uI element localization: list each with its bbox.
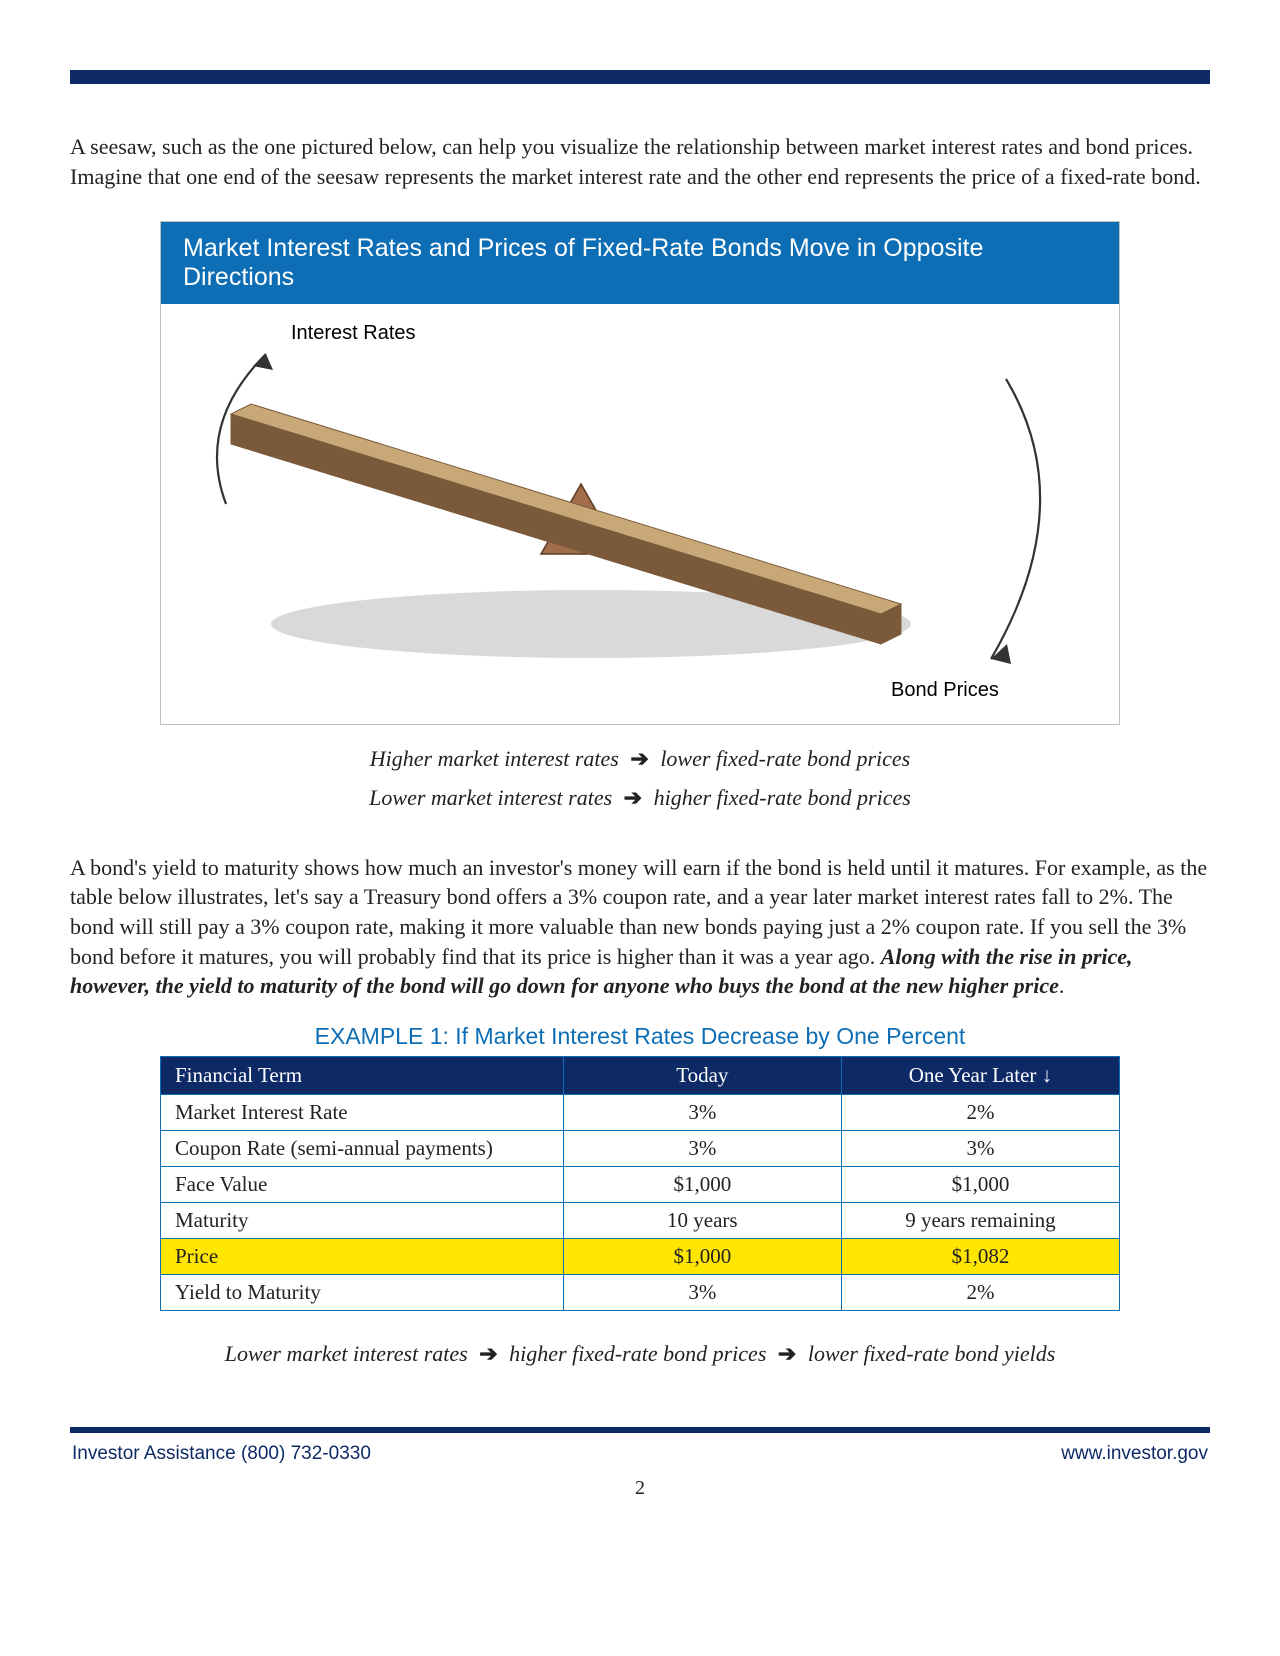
- caption-row-1: Higher market interest rates ➔ lower fix…: [70, 745, 1210, 774]
- table-header-cell: One Year Later ↓: [841, 1057, 1119, 1095]
- footer-right-link[interactable]: www.investor.gov: [1061, 1443, 1208, 1465]
- table-cell: $1,000: [841, 1167, 1119, 1203]
- table-cell: Maturity: [161, 1203, 564, 1239]
- label-bond-prices: Bond Prices: [891, 679, 999, 702]
- footer-bar: Investor Assistance (800) 732-0330 www.i…: [70, 1443, 1210, 1473]
- arrow-icon: ➔: [772, 1341, 802, 1366]
- footer-left-text: Investor Assistance (800) 732-0330: [72, 1443, 371, 1465]
- table-cell: 3%: [841, 1131, 1119, 1167]
- table-row: Yield to Maturity3%2%: [161, 1275, 1120, 1311]
- table-cell: 3%: [563, 1095, 841, 1131]
- table-cell: 10 years: [563, 1203, 841, 1239]
- table-cell: Yield to Maturity: [161, 1275, 564, 1311]
- table-cell: Face Value: [161, 1167, 564, 1203]
- page-number: 2: [70, 1477, 1210, 1500]
- table-row: Market Interest Rate3%2%: [161, 1095, 1120, 1131]
- caption-2-left: Lower market interest rates: [369, 785, 612, 810]
- diagram-captions: Higher market interest rates ➔ lower fix…: [70, 745, 1210, 812]
- table-cell: 2%: [841, 1095, 1119, 1131]
- table-row: Coupon Rate (semi-annual payments)3%3%: [161, 1131, 1120, 1167]
- table-cell: $1,082: [841, 1239, 1119, 1275]
- table-header-cell: Today: [563, 1057, 841, 1095]
- table-body: Market Interest Rate3%2%Coupon Rate (sem…: [161, 1095, 1120, 1311]
- footer-divider: [70, 1427, 1210, 1433]
- label-interest-rates: Interest Rates: [291, 322, 416, 345]
- diagram-title-bar: Market Interest Rates and Prices of Fixe…: [161, 222, 1119, 304]
- seesaw-svg: [161, 304, 1119, 724]
- table-cell: 2%: [841, 1275, 1119, 1311]
- page-container: A seesaw, such as the one pictured below…: [0, 0, 1280, 1530]
- seesaw-diagram: Market Interest Rates and Prices of Fixe…: [160, 221, 1120, 725]
- table-caption: Lower market interest rates ➔ higher fix…: [70, 1341, 1210, 1367]
- example-table: Financial TermTodayOne Year Later ↓ Mark…: [160, 1056, 1120, 1311]
- table-cell: 9 years remaining: [841, 1203, 1119, 1239]
- table-cell: $1,000: [563, 1167, 841, 1203]
- caption-1-right: lower fixed-rate bond prices: [660, 746, 910, 771]
- table-cell: Price: [161, 1239, 564, 1275]
- tcap-p1: Lower market interest rates: [225, 1341, 468, 1366]
- example-title: EXAMPLE 1: If Market Interest Rates Decr…: [70, 1023, 1210, 1050]
- top-divider: [70, 70, 1210, 84]
- table-cell: 3%: [563, 1275, 841, 1311]
- arrow-icon: ➔: [473, 1341, 503, 1366]
- table-cell: Coupon Rate (semi-annual payments): [161, 1131, 564, 1167]
- tcap-p2: higher fixed-rate bond prices: [509, 1341, 766, 1366]
- yield-paragraph: A bond's yield to maturity shows how muc…: [70, 853, 1210, 1001]
- table-cell: Market Interest Rate: [161, 1095, 564, 1131]
- caption-row-2: Lower market interest rates ➔ higher fix…: [70, 784, 1210, 813]
- arrow-icon: ➔: [618, 785, 648, 810]
- table-row: Maturity10 years9 years remaining: [161, 1203, 1120, 1239]
- intro-paragraph: A seesaw, such as the one pictured below…: [70, 132, 1210, 191]
- arrow-icon: ➔: [624, 746, 654, 771]
- caption-2-right: higher fixed-rate bond prices: [654, 785, 911, 810]
- diagram-body: Interest Rates Bond Prices: [161, 304, 1119, 724]
- table-cell: 3%: [563, 1131, 841, 1167]
- table-cell: $1,000: [563, 1239, 841, 1275]
- caption-1-left: Higher market interest rates: [370, 746, 619, 771]
- table-row: Face Value$1,000$1,000: [161, 1167, 1120, 1203]
- table-row: Price$1,000$1,082: [161, 1239, 1120, 1275]
- table-head: Financial TermTodayOne Year Later ↓: [161, 1057, 1120, 1095]
- body2-tail: .: [1059, 973, 1065, 998]
- tcap-p3: lower fixed-rate bond yields: [808, 1341, 1055, 1366]
- table-header-cell: Financial Term: [161, 1057, 564, 1095]
